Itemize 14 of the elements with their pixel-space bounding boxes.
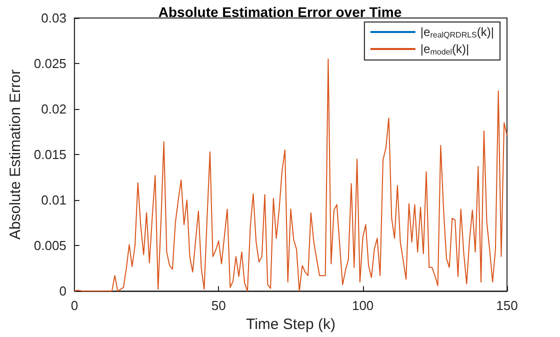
y-tick-label: 0 [59, 284, 66, 299]
y-tick-label: 0.02 [41, 102, 66, 117]
y-tick-label: 0.01 [41, 192, 66, 208]
y-tick-label: 0.025 [34, 56, 66, 72]
x-axis-title: Time Step (k) [246, 316, 336, 333]
y-tick-label: 0.015 [34, 147, 66, 162]
x-tick-label: 50 [211, 298, 226, 314]
y-tick-label: 0.03 [41, 10, 66, 26]
y-tick-label: 0.005 [34, 238, 66, 254]
chart-title: Absolute Estimation Error over Time [158, 4, 402, 20]
x-tick-label: 0 [70, 298, 78, 314]
x-tick-label: 100 [352, 298, 374, 314]
y-axis-title: Absolute Estimation Error [7, 70, 24, 240]
x-tick-label: 150 [496, 298, 518, 314]
